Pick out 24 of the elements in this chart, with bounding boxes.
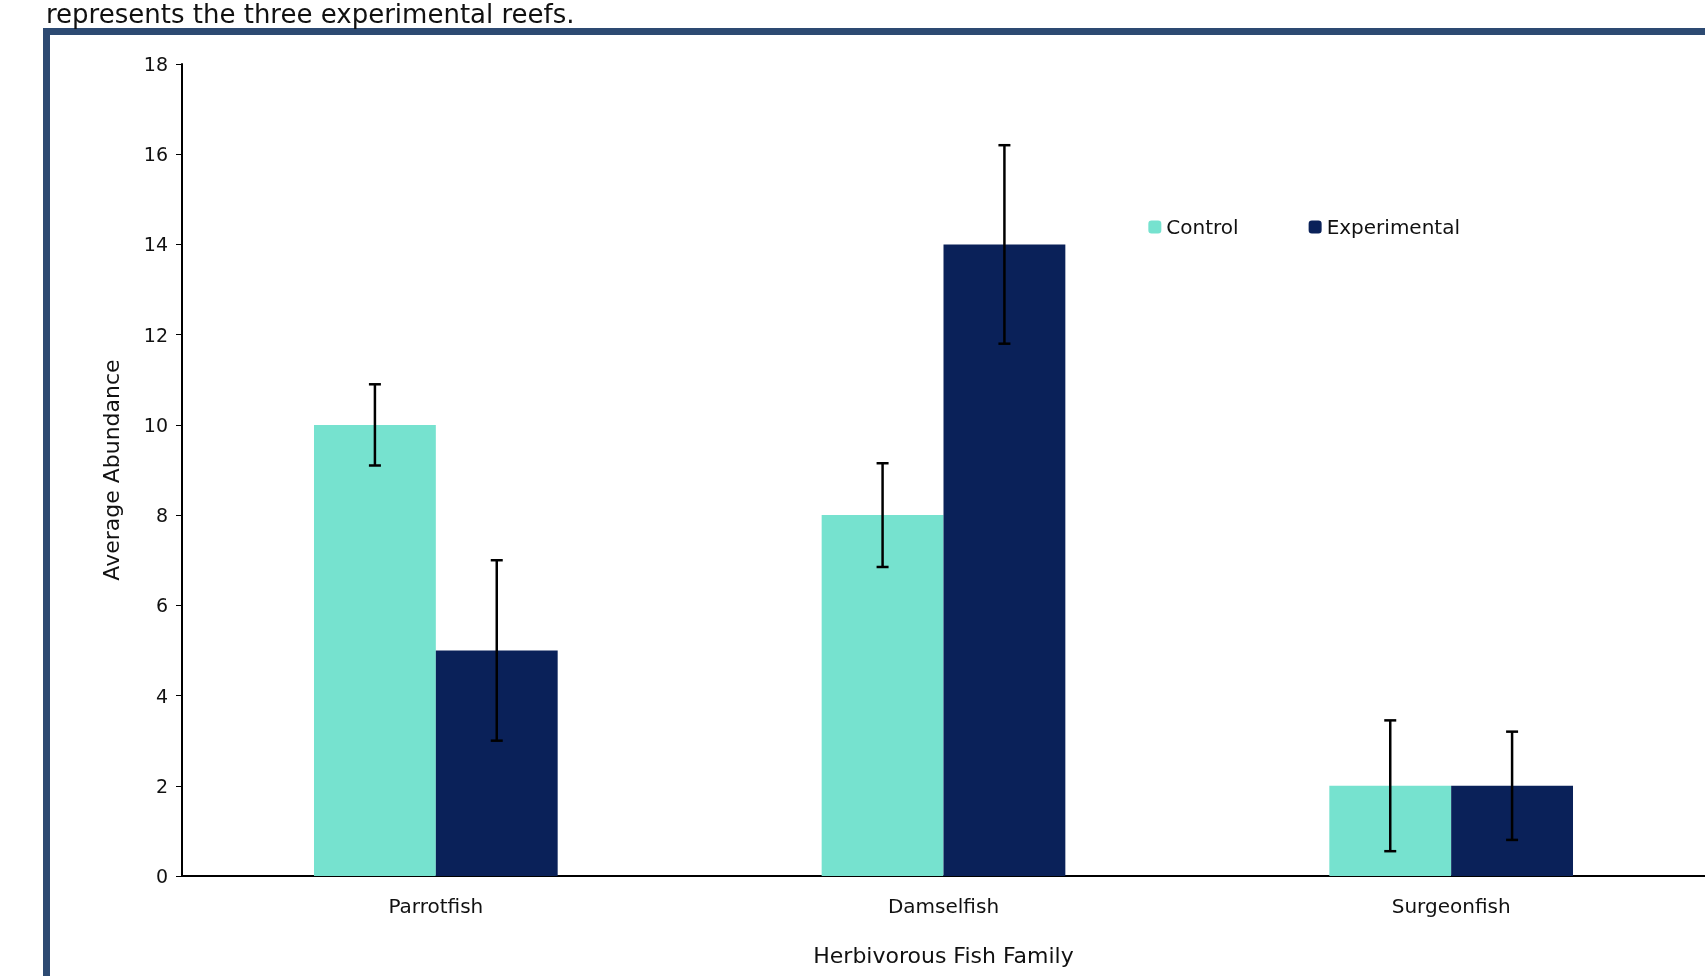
text: represents the three experimental reefs.	[46, 0, 575, 29]
y-tick-label: 18	[143, 53, 168, 75]
y-tick-label: 2	[155, 774, 168, 797]
bar	[943, 244, 1066, 876]
bar	[435, 650, 558, 876]
x-axis-title: Herbivorous Fish Family	[813, 942, 1074, 968]
y-tick-label: 4	[155, 684, 168, 707]
legend-label: Control	[1166, 215, 1239, 239]
y-tick-label: 12	[143, 323, 168, 346]
y-tick-label: 16	[143, 143, 168, 166]
x-tick-label: Parrotfish	[388, 894, 484, 918]
x-tick-label: Damselfish	[887, 894, 1000, 918]
y-tick-label: 6	[155, 594, 168, 617]
bar	[821, 515, 944, 876]
y-tick-label: 0	[155, 865, 168, 887]
bar	[1329, 785, 1452, 876]
y-tick-label: 10	[143, 413, 168, 436]
bar	[1451, 785, 1574, 876]
bar	[313, 424, 436, 876]
y-axis-title: Average Abundance	[98, 359, 124, 581]
y-tick-label: 14	[143, 233, 168, 256]
legend-label: Experimental	[1326, 215, 1461, 239]
x-tick-label: Surgeonfish	[1391, 894, 1511, 918]
y-tick-label: 8	[155, 504, 168, 527]
